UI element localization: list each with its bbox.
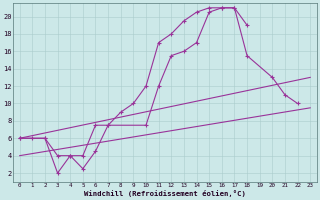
X-axis label: Windchill (Refroidissement éolien,°C): Windchill (Refroidissement éolien,°C) <box>84 190 246 197</box>
